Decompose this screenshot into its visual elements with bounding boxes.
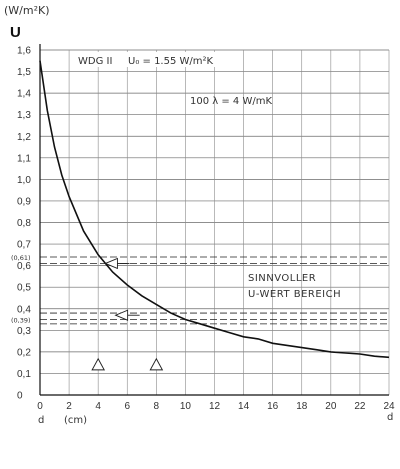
x-axis-label: d	[38, 415, 44, 426]
u0-label: U₀ = 1.55 W/m²K	[128, 56, 214, 67]
unit-label: (W/m²K)	[4, 4, 50, 17]
x-tick-label: 8	[154, 401, 160, 412]
y-tick-label: 0,4	[17, 304, 31, 315]
x-tick-label: 0	[37, 401, 43, 412]
y-tick-label: 1,6	[17, 46, 31, 57]
arrow-marker-1	[114, 309, 129, 321]
y-tick-label: 0,8	[17, 218, 31, 229]
y-tick-label: 0,3	[17, 326, 31, 337]
x-tick-label: 16	[267, 401, 279, 412]
triangle-marker-0	[91, 357, 106, 371]
y-tick-label: 0	[17, 391, 23, 402]
x-tick-label: 12	[209, 401, 221, 412]
arrow-marker-0	[104, 257, 118, 270]
x-tick-label: 2	[66, 401, 72, 412]
y-tick-label: 0,2	[17, 347, 31, 358]
u-value-curve	[39, 60, 390, 359]
reference-line-label: (0,39)	[11, 317, 31, 325]
lambda-label: 100 λ = 4 W/mK	[190, 96, 272, 107]
x-tick-label: 24	[383, 401, 395, 412]
x-tick-label: 10	[180, 401, 192, 412]
x-tick-label: 6	[124, 401, 130, 412]
y-tick-labels: 0 0,1 0,2 0,3 0,4 0,5 0,6 0,7 0,8 0,9 1,0 1,1 1,2 1,3…	[17, 46, 31, 402]
x-tick-labels: 0 2 4 6 8 10 12 14 16 18 20 22 24	[37, 401, 395, 412]
y-tick-label: 0,5	[17, 283, 31, 294]
markers	[91, 257, 164, 371]
axes	[39, 44, 389, 396]
y-tick-label: 1,5	[17, 67, 31, 78]
triangle-marker-1	[149, 357, 164, 371]
reference-lines: (0,61) (0,39)	[11, 254, 389, 325]
x-axis-unit: (cm)	[64, 415, 87, 426]
y-tick-label: 1,0	[17, 175, 31, 186]
reference-line-label: (0,61)	[11, 254, 31, 262]
x-axis-label-right: d	[387, 412, 393, 423]
wdg-label: WDG II	[78, 56, 112, 67]
x-tick-label: 22	[354, 401, 366, 412]
range-label-line1: SINNVOLLER	[248, 273, 316, 284]
x-tick-label: 4	[95, 401, 101, 412]
y-tick-label: 1,2	[17, 132, 31, 143]
x-tick-label: 14	[238, 401, 250, 412]
y-tick-label: 0,1	[17, 369, 31, 380]
wdg-box	[72, 52, 222, 67]
x-tick-label: 18	[296, 401, 308, 412]
y-tick-label: 1,4	[17, 89, 31, 100]
y-tick-label: 1,1	[17, 153, 31, 164]
y-tick-label: 0,9	[17, 196, 31, 207]
y-axis-label: U	[10, 24, 21, 41]
x-tick-label: 20	[325, 401, 337, 412]
y-tick-label: 0,6	[17, 261, 31, 272]
y-tick-label: 0,7	[17, 240, 31, 251]
y-tick-label: 1,3	[17, 110, 31, 121]
range-label-line2: U-WERT BEREICH	[248, 289, 341, 300]
